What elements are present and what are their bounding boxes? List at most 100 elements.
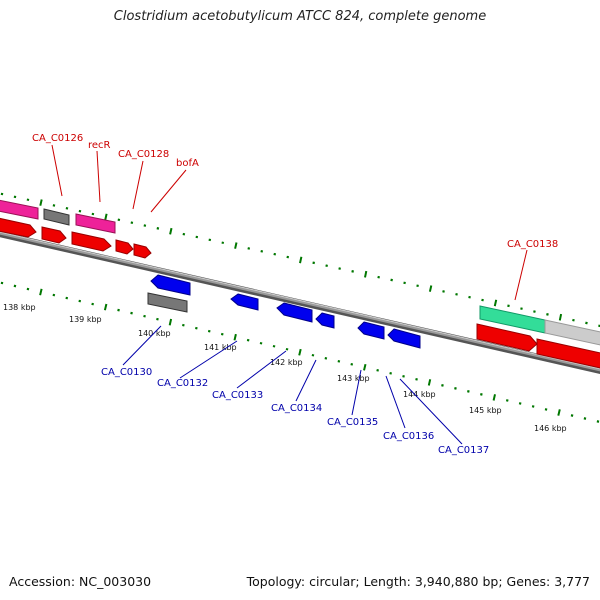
major-tick	[39, 199, 43, 206]
major-tick	[363, 363, 367, 371]
minor-tick	[182, 323, 185, 327]
leader-lines-bottom	[122, 325, 463, 445]
minor-tick	[220, 332, 224, 336]
kbp-label: 143 kbp	[337, 374, 370, 383]
minor-tick	[259, 341, 263, 345]
minor-tick	[182, 232, 186, 236]
cds-red-2[interactable]	[41, 226, 67, 244]
major-tick	[298, 348, 302, 356]
feature-pink-2[interactable]	[75, 213, 116, 234]
major-tick	[299, 256, 303, 264]
minor-tick	[91, 302, 94, 306]
minor-tick	[402, 375, 405, 378]
gene-label[interactable]: CA_C0132	[157, 378, 208, 389]
cds-red-5[interactable]	[133, 243, 152, 259]
minor-tick	[78, 299, 82, 303]
minor-tick	[376, 369, 379, 372]
feature-grey-1[interactable]	[43, 208, 70, 226]
kbp-label: 144 kbp	[403, 390, 436, 399]
minor-tick	[207, 329, 211, 333]
minor-tick	[273, 252, 277, 256]
gene-label[interactable]: CA_C0135	[327, 417, 378, 428]
gene-label[interactable]: bofA	[176, 158, 199, 169]
cds-blue-1[interactable]	[150, 274, 191, 296]
cds-blue-2[interactable]	[230, 293, 259, 311]
kbp-label: 142 kbp	[270, 358, 303, 367]
major-tick	[168, 318, 173, 326]
leader-lines-top	[51, 144, 528, 301]
major-tick	[104, 213, 108, 221]
cds-blue-4[interactable]	[315, 312, 335, 329]
minor-tick	[572, 318, 575, 322]
minor-tick	[52, 204, 56, 207]
minor-tick	[52, 293, 56, 297]
minor-tick	[26, 287, 30, 291]
minor-tick	[377, 275, 380, 279]
accession-label: Accession: NC_003030	[9, 574, 152, 589]
minor-tick	[78, 209, 82, 213]
forward-cds-track	[0, 217, 600, 369]
feature-pink-1[interactable]	[0, 199, 39, 220]
gene-label[interactable]: CA_C0134	[271, 403, 322, 414]
minor-tick	[272, 344, 276, 348]
minor-tick	[117, 218, 121, 222]
kbp-label: 141 kbp	[204, 343, 237, 352]
gene-label[interactable]: CA_C0137	[438, 445, 489, 456]
cds-red-4[interactable]	[115, 239, 134, 255]
minor-tick	[156, 227, 160, 230]
minor-tick	[195, 326, 198, 330]
kbp-label: 138 kbp	[3, 303, 36, 312]
minor-tick	[415, 378, 418, 381]
cds-red-7[interactable]	[536, 338, 600, 369]
gene-labels-top: CA_C0126 recR CA_C0128 bofA CA_C0138	[32, 133, 558, 250]
cds-blue-6[interactable]	[387, 328, 421, 349]
minor-tick	[546, 313, 549, 316]
gene-label[interactable]: recR	[88, 140, 111, 151]
backbone	[0, 231, 600, 374]
inner-scale-dots	[0, 281, 600, 423]
minor-tick	[65, 296, 69, 300]
gene-label[interactable]: CA_C0128	[118, 149, 169, 160]
cds-red-3[interactable]	[71, 231, 112, 252]
feature-grey-2[interactable]	[147, 292, 188, 313]
minor-tick	[337, 359, 341, 363]
cds-blue-3[interactable]	[276, 302, 313, 323]
major-tick	[492, 394, 496, 401]
minor-tick	[286, 255, 290, 259]
minor-tick	[156, 317, 159, 321]
minor-tick	[596, 420, 600, 423]
minor-tick	[518, 402, 522, 405]
minor-tick	[130, 221, 134, 224]
minor-tick	[311, 353, 315, 357]
gene-label[interactable]: CA_C0136	[383, 431, 434, 442]
cds-blue-5[interactable]	[357, 321, 385, 340]
feature-track-misc	[0, 199, 600, 346]
gene-label[interactable]: CA_C0138	[507, 239, 558, 250]
minor-tick	[442, 290, 445, 293]
minor-tick	[454, 387, 457, 390]
major-tick	[428, 285, 433, 292]
minor-tick	[285, 347, 289, 351]
minor-tick	[26, 198, 30, 202]
gene-label[interactable]: CA_C0133	[212, 390, 263, 401]
minor-tick	[350, 362, 354, 366]
major-tick	[39, 288, 43, 296]
minor-tick	[65, 207, 69, 210]
feature-lightgrey-1[interactable]	[544, 319, 600, 346]
kbp-label: 146 kbp	[534, 424, 567, 433]
minor-tick	[467, 390, 470, 393]
cds-red-6[interactable]	[476, 323, 538, 352]
cds-red-1[interactable]	[0, 217, 37, 238]
minor-tick	[325, 264, 328, 267]
gene-label[interactable]: CA_C0130	[101, 367, 152, 378]
major-tick	[557, 409, 561, 416]
minor-tick	[389, 372, 392, 375]
minor-tick	[570, 414, 574, 417]
minor-tick	[117, 308, 120, 312]
major-tick	[558, 313, 563, 321]
minor-tick	[338, 267, 341, 270]
minor-tick	[480, 393, 483, 396]
major-tick	[233, 333, 237, 341]
gene-label[interactable]: CA_C0126	[32, 133, 83, 144]
